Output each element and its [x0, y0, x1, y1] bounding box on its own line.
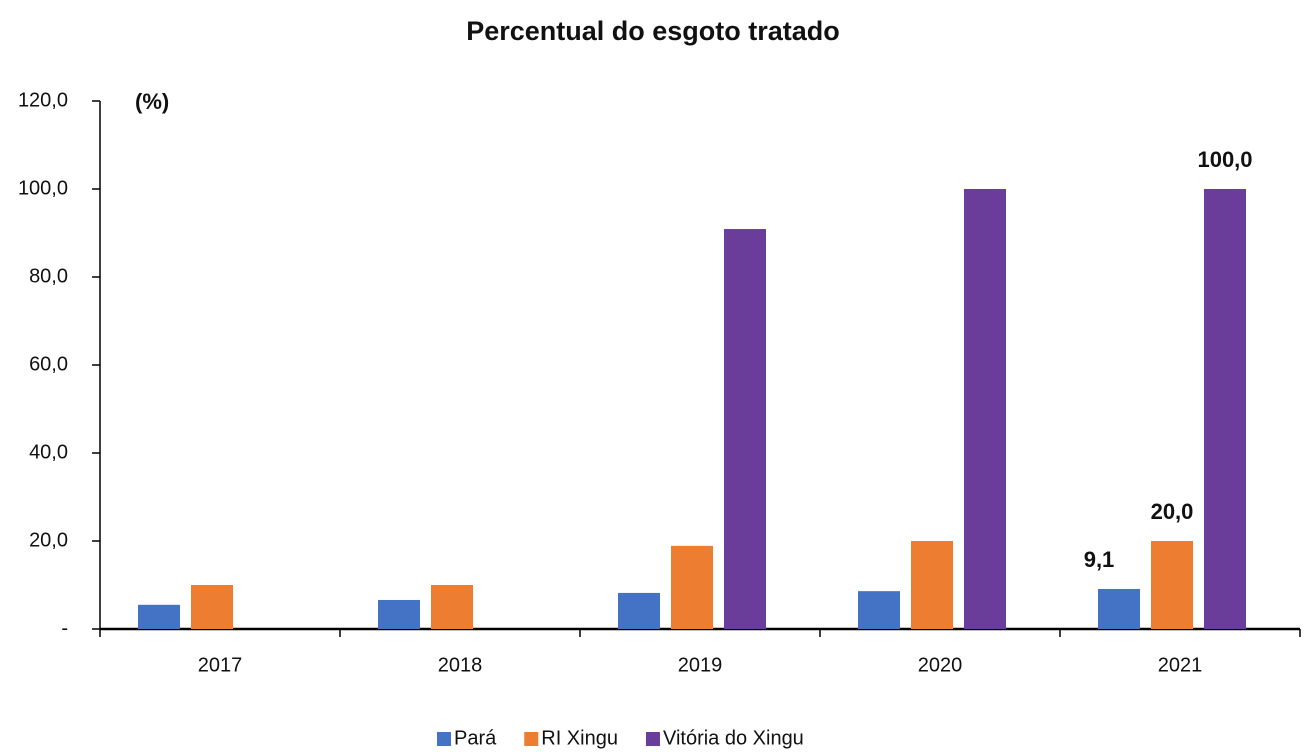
- legend-label: RI Xingu: [541, 727, 618, 749]
- bar: [618, 592, 660, 629]
- x-tick-label: 2017: [198, 654, 243, 676]
- y-tick-label: 100,0: [18, 177, 68, 199]
- bar: [858, 591, 900, 629]
- y-tick-label: 40,0: [29, 441, 68, 463]
- bar: [138, 604, 180, 629]
- bar: [964, 189, 1006, 629]
- bar: [1098, 588, 1140, 629]
- y-tick-label: 20,0: [29, 529, 68, 551]
- bar: [671, 545, 713, 629]
- legend-label: Pará: [454, 727, 497, 749]
- legend-swatch: [645, 732, 660, 746]
- y-tick-label: 120,0: [18, 89, 68, 111]
- bar: [911, 541, 953, 629]
- y-axis-label: (%): [135, 89, 169, 114]
- bar: [1151, 541, 1193, 629]
- legend-swatch: [524, 732, 539, 746]
- data-label: 9,1: [1084, 547, 1115, 572]
- bar: [724, 229, 766, 630]
- x-tick-label: 2021: [1158, 654, 1203, 676]
- x-tick-label: 2020: [918, 654, 963, 676]
- legend-label: Vitória do Xingu: [663, 727, 804, 749]
- y-tick-label: 60,0: [29, 353, 68, 375]
- bar: [1204, 189, 1246, 629]
- legend-swatch: [437, 732, 451, 746]
- data-label: 20,0: [1151, 499, 1194, 524]
- bar: [191, 585, 233, 629]
- y-tick-label: -: [61, 617, 68, 639]
- data-label: 100,0: [1197, 147, 1252, 172]
- x-tick-label: 2018: [438, 654, 483, 676]
- bar: [431, 585, 473, 629]
- chart-title: Percentual do esgoto tratado: [466, 16, 840, 46]
- y-tick-label: 80,0: [29, 265, 68, 287]
- bar: [378, 599, 420, 629]
- x-tick-label: 2019: [678, 654, 723, 676]
